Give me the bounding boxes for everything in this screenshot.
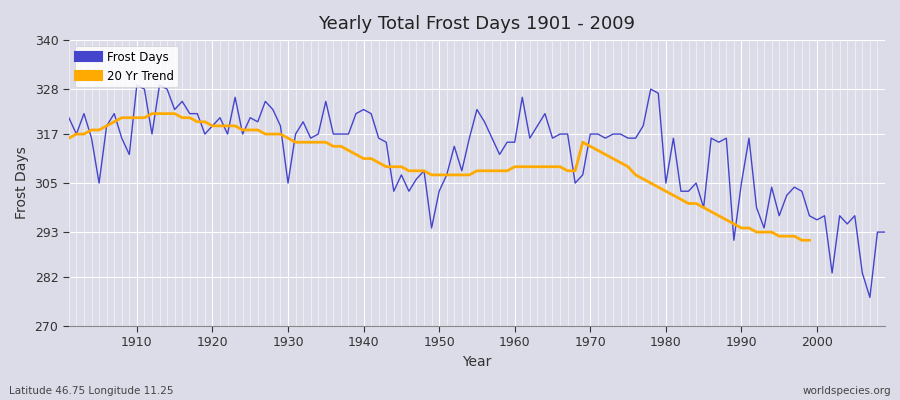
Line: Frost Days: Frost Days [68,85,885,298]
20 Yr Trend [804,238,814,243]
20 Yr Trend [652,185,663,190]
20 Yr Trend [796,238,807,243]
20 Yr Trend [147,111,158,116]
20 Yr Trend [441,172,452,177]
Frost Days [343,132,354,136]
Frost Days [517,95,527,100]
Frost Days [608,132,618,136]
Frost Days [879,230,890,234]
Frost Days [509,140,520,145]
Title: Yearly Total Frost Days 1901 - 2009: Yearly Total Frost Days 1901 - 2009 [319,15,635,33]
20 Yr Trend [245,128,256,132]
Y-axis label: Frost Days: Frost Days [15,147,29,220]
20 Yr Trend [464,172,475,177]
Frost Days [63,115,74,120]
Line: 20 Yr Trend: 20 Yr Trend [68,114,809,240]
20 Yr Trend [298,140,309,145]
20 Yr Trend [267,132,278,136]
Frost Days [124,152,135,157]
X-axis label: Year: Year [463,355,491,369]
Text: Latitude 46.75 Longitude 11.25: Latitude 46.75 Longitude 11.25 [9,386,174,396]
20 Yr Trend [63,136,74,140]
Frost Days [131,83,142,88]
Frost Days [865,295,876,300]
Legend: Frost Days, 20 Yr Trend: Frost Days, 20 Yr Trend [75,46,178,87]
Text: worldspecies.org: worldspecies.org [803,386,891,396]
Frost Days [298,120,309,124]
